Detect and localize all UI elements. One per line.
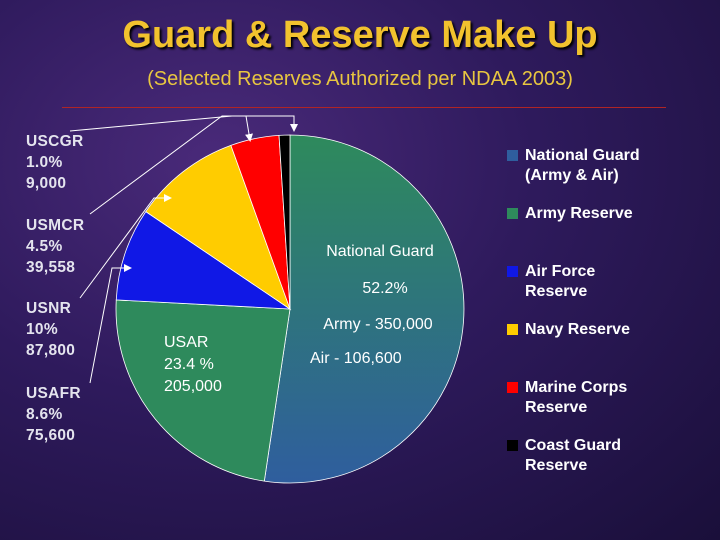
legend-label-uscgr-line1: Coast Guard [525, 437, 622, 454]
legend-label-usar-line1: Army Reserve [525, 205, 633, 222]
ng-label-name: National Guard [326, 243, 434, 260]
leader-lines [69, 115, 298, 384]
side-label-usmcr-name: USMCR [26, 217, 85, 234]
legend-swatch-ng [507, 150, 518, 161]
side-label-usafr-name: USAFR [26, 385, 81, 402]
side-label-usnr-name: USNR [26, 300, 72, 317]
leader-line-usafr [89, 264, 132, 384]
legend-label-ng-line2: (Army & Air) [525, 167, 619, 184]
side-label-usafr: USAFR 8.6% 75,600 [26, 383, 81, 446]
ng-inside-label: National Guard 52.2% Army - 350,000 Air … [310, 243, 434, 367]
leader-line-uscgr [69, 115, 298, 132]
legend-swatch-usafr [507, 266, 518, 277]
legend-swatch-usnr [507, 324, 518, 335]
side-label-uscgr-percent: 1.0% [26, 154, 63, 171]
side-label-usafr-count: 75,600 [26, 427, 76, 444]
usar-label-percent: 23.4 % [164, 356, 214, 373]
pie-slice-usar [115, 299, 291, 482]
legend-label-usmcr-line2: Reserve [525, 399, 588, 416]
legend-label-ng: National Guard (Army & Air) [525, 146, 640, 186]
ng-label-air: Air - 106,600 [310, 350, 402, 367]
pie-slice-uscgr [278, 134, 291, 310]
pie-slice-usnr [145, 144, 291, 311]
legend-label-uscgr-line2: Reserve [525, 457, 588, 474]
legend-label-usafr: Air Force Reserve [525, 262, 595, 302]
legend-swatch-usmcr [507, 382, 518, 393]
ng-label-army: Army - 350,000 [323, 316, 432, 333]
side-label-uscgr-count: 9,000 [26, 175, 67, 192]
legend-label-ng-line1: National Guard [525, 147, 640, 164]
side-label-usnr-percent: 10% [26, 321, 58, 338]
legend-label-usar: Army Reserve [525, 204, 633, 224]
side-label-usnr: USNR 10% 87,800 [26, 298, 75, 361]
legend-label-usmcr-line1: Marine Corps [525, 379, 628, 396]
legend-swatch-uscgr [507, 440, 518, 451]
ng-label-percent: 52.2% [362, 280, 407, 297]
slide-subtitle: (Selected Reserves Authorized per NDAA 2… [147, 68, 573, 90]
legend-label-usafr-line2: Reserve [525, 283, 588, 300]
leader-line-usnr [79, 194, 172, 299]
side-label-uscgr-name: USCGR [26, 133, 84, 150]
leader-line-usmcr [89, 115, 253, 215]
usar-inside-label: USAR 23.4 % 205,000 [164, 334, 222, 395]
legend-label-usnr-line1: Navy Reserve [525, 321, 630, 338]
usar-label-count: 205,000 [164, 378, 222, 395]
legend-label-usmcr: Marine Corps Reserve [525, 378, 627, 418]
pie-slice-ng [263, 134, 465, 484]
legend-label-usafr-line1: Air Force [525, 263, 596, 280]
title-divider [62, 107, 666, 108]
legend-label-usnr: Navy Reserve [525, 320, 630, 340]
side-label-usmcr: USMCR 4.5% 39,558 [26, 215, 84, 278]
legend-swatch-usar [507, 208, 518, 219]
side-label-usmcr-count: 39,558 [26, 259, 76, 276]
side-label-uscgr: USCGR 1.0% 9,000 [26, 131, 83, 194]
usar-label-name: USAR [164, 334, 208, 351]
side-label-usnr-count: 87,800 [26, 342, 76, 359]
slide-title: Guard & Reserve Make Up [122, 14, 598, 56]
side-label-usafr-percent: 8.6% [26, 406, 63, 423]
legend-label-uscgr: Coast Guard Reserve [525, 436, 621, 476]
pie-slices [115, 134, 465, 484]
pie-slice-usafr [115, 211, 292, 310]
side-label-usmcr-percent: 4.5% [26, 238, 63, 255]
